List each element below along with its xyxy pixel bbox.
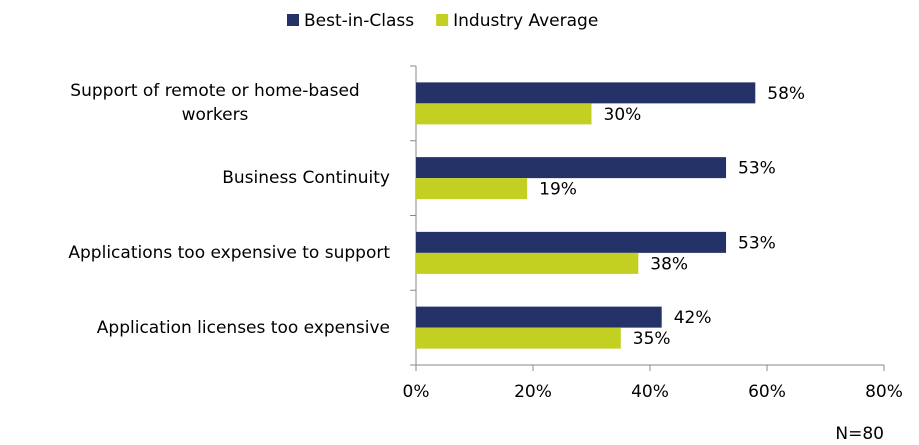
bar [416,178,528,200]
x-tick-label: 40% [631,382,669,402]
value-label: 42% [674,308,712,328]
bar [416,82,756,104]
x-tick-label: 60% [748,382,786,402]
bar [416,252,639,274]
y-tick-label: Support of remote or home-based workers [70,81,360,126]
value-label: 38% [650,254,688,274]
legend-swatch [436,14,449,26]
bar [416,103,592,125]
bar [416,306,662,328]
value-label: 53% [738,159,776,179]
x-tick-label: 0% [403,382,430,402]
bar [416,157,727,179]
bar [416,231,727,253]
y-tick-label: Application licenses too expensive [96,317,390,338]
value-label: 58% [767,84,805,104]
x-tick-label: 20% [514,382,552,402]
value-label: 35% [633,329,671,349]
y-tick-label: Applications too expensive to support [68,242,390,263]
legend-label: Best-in-Class [304,11,414,31]
bar [416,327,621,349]
y-tick-label: Business Continuity [222,168,390,189]
x-tick-label: 80% [865,382,903,402]
value-label: 30% [604,105,642,125]
value-label: 19% [539,180,577,200]
legend-label: Industry Average [453,11,598,31]
value-label: 53% [738,233,776,253]
legend-swatch [287,14,299,26]
sample-note: N=80 [835,424,884,444]
